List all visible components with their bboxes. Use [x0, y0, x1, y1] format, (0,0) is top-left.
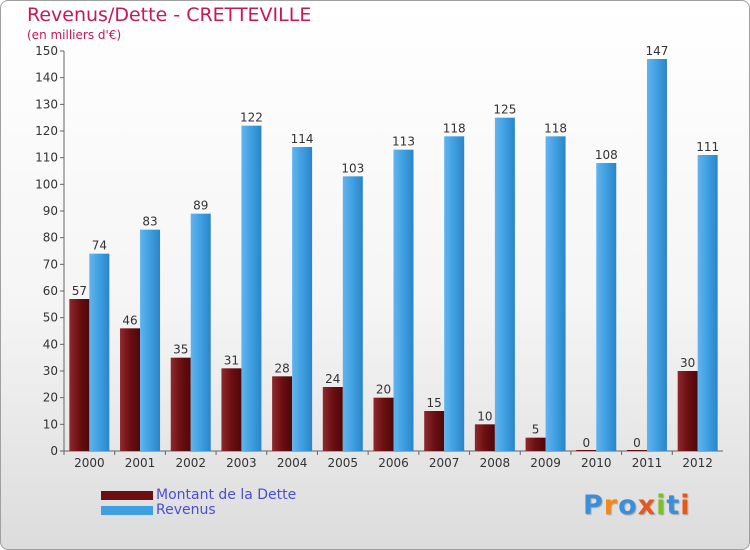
bar-dette — [474, 424, 495, 451]
legend-item-revenus: Revenus — [101, 502, 216, 518]
bar-dette — [170, 357, 191, 451]
data-label: 74 — [92, 239, 107, 253]
x-tick-label: 2011 — [632, 456, 663, 470]
data-label: 30 — [680, 356, 695, 370]
x-tick-label: 2006 — [378, 456, 409, 470]
bar-revenus — [646, 59, 667, 451]
logo-letter: t — [666, 490, 681, 521]
bar-revenus — [342, 176, 363, 452]
y-tick-label: 0 — [50, 444, 58, 458]
legend-label-dette: Montant de la Dette — [156, 487, 297, 503]
y-tick-label: 60 — [43, 284, 58, 298]
legend-swatch-dette — [101, 490, 153, 500]
chart-subtitle: (en milliers d'€) — [27, 28, 122, 42]
y-tick-label: 140 — [35, 71, 58, 85]
bar-revenus — [494, 117, 515, 452]
legend-item-dette: Montant de la Dette — [101, 487, 296, 503]
bar-dette — [373, 397, 394, 451]
data-label: 114 — [291, 132, 314, 146]
bar-dette — [69, 299, 90, 451]
data-label: 28 — [274, 361, 289, 375]
data-label: 118 — [443, 121, 466, 135]
logo-letter: i — [656, 490, 667, 521]
y-tick-label: 50 — [43, 311, 58, 325]
legend-label-revenus: Revenus — [156, 502, 216, 518]
y-tick-label: 150 — [35, 44, 58, 58]
data-label: 83 — [142, 215, 157, 229]
data-label: 118 — [544, 121, 567, 135]
bar-dette — [576, 450, 597, 451]
data-label: 125 — [493, 103, 516, 117]
data-label: 10 — [477, 409, 492, 423]
data-label: 122 — [240, 111, 263, 125]
y-tick-label: 70 — [43, 257, 58, 271]
x-tick-label: 2008 — [480, 456, 511, 470]
bar-revenus — [697, 155, 718, 451]
bar-dette — [677, 371, 698, 451]
y-tick-label: 130 — [35, 97, 58, 111]
y-tick-label: 10 — [43, 417, 58, 431]
data-label: 5 — [532, 423, 540, 437]
bar-revenus — [140, 229, 161, 451]
data-label: 31 — [224, 353, 239, 367]
proxiti-logo: Proxiti — [583, 490, 691, 521]
x-tick-label: 2001 — [125, 456, 156, 470]
x-tick-label: 2012 — [682, 456, 713, 470]
y-tick-label: 30 — [43, 364, 58, 378]
logo-letter: o — [618, 490, 638, 521]
y-tick-label: 80 — [43, 231, 58, 245]
data-label: 0 — [582, 436, 590, 450]
bar-dette — [272, 376, 293, 451]
x-tick-label: 2007 — [429, 456, 460, 470]
data-label: 46 — [122, 313, 137, 327]
y-tick-label: 120 — [35, 124, 58, 138]
data-label: 113 — [392, 135, 415, 149]
bar-revenus — [596, 163, 617, 451]
bar-revenus — [241, 125, 262, 452]
data-label: 57 — [72, 284, 87, 298]
data-label: 24 — [325, 372, 340, 386]
x-tick-label: 2002 — [175, 456, 206, 470]
bar-dette — [120, 328, 141, 451]
bar-revenus — [545, 136, 566, 452]
x-tick-label: 2000 — [74, 456, 105, 470]
bar-revenus — [190, 213, 211, 451]
data-label: 103 — [341, 161, 364, 175]
bar-dette — [221, 368, 242, 451]
x-tick-label: 2003 — [226, 456, 257, 470]
x-tick-label: 2010 — [581, 456, 612, 470]
logo-letter: P — [583, 490, 604, 521]
bar-revenus — [292, 147, 313, 451]
bar-dette — [525, 437, 546, 451]
logo-letter: i — [680, 490, 691, 521]
data-label: 89 — [193, 199, 208, 213]
x-tick-label: 2009 — [530, 456, 561, 470]
y-tick-label: 100 — [35, 177, 58, 191]
logo-letter: r — [603, 490, 619, 521]
legend-swatch-revenus — [101, 505, 153, 515]
data-label: 147 — [646, 44, 669, 58]
bar-revenus — [444, 136, 465, 452]
data-label: 35 — [173, 343, 188, 357]
x-tick-label: 2004 — [277, 456, 308, 470]
data-label: 0 — [633, 436, 641, 450]
data-label: 15 — [427, 396, 442, 410]
bar-dette — [626, 450, 647, 451]
bar-revenus — [89, 253, 110, 451]
y-tick-label: 20 — [43, 391, 58, 405]
data-label: 111 — [696, 140, 719, 154]
bar-revenus — [393, 149, 414, 451]
logo-letter: x — [637, 490, 657, 521]
chart-title: Revenus/Dette - CRETTEVILLE — [27, 4, 312, 26]
y-tick-label: 40 — [43, 337, 58, 351]
x-tick-label: 2005 — [328, 456, 359, 470]
data-label: 20 — [376, 383, 391, 397]
y-tick-label: 90 — [43, 204, 58, 218]
data-label: 108 — [595, 148, 618, 162]
bar-dette — [424, 411, 445, 451]
bar-dette — [322, 387, 343, 451]
y-tick-label: 110 — [35, 151, 58, 165]
